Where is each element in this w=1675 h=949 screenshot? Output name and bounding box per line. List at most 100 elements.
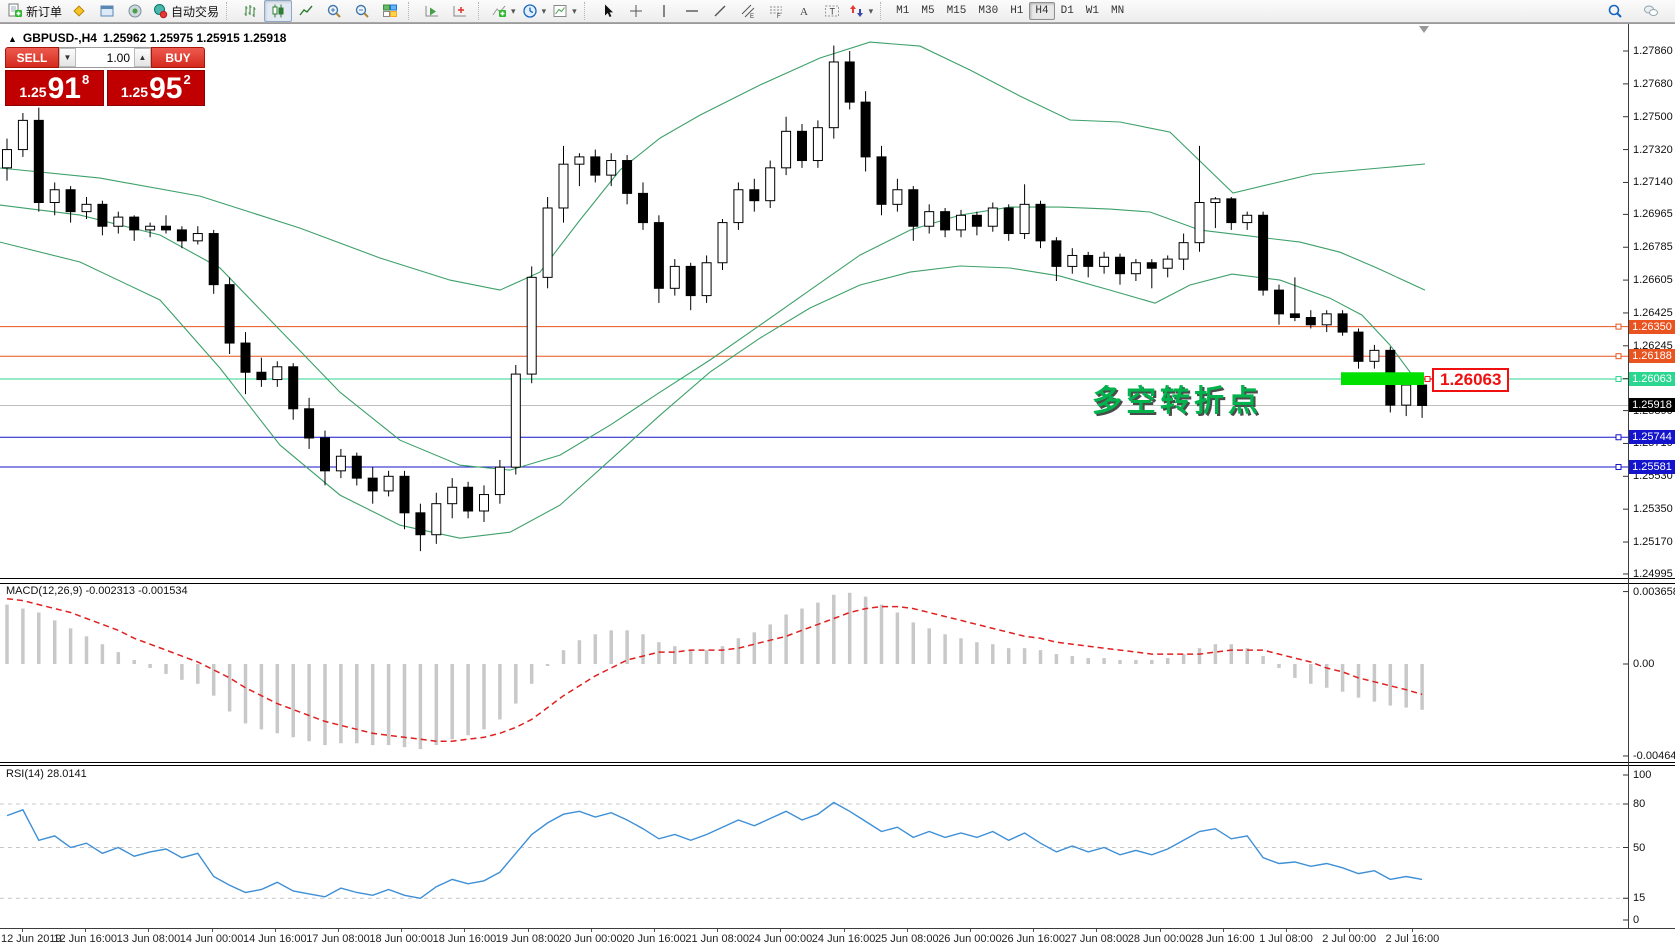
rsi-indicator-panel[interactable]: [0, 766, 1628, 928]
time-tick-label: 26 Jun 16:00: [1001, 933, 1065, 945]
price-tick-label: 15: [1633, 892, 1646, 905]
buy-price-big: 95: [149, 72, 183, 105]
chart-profiles-button[interactable]: [65, 0, 93, 22]
bars-chart-button[interactable]: [236, 0, 264, 22]
time-tick: [338, 929, 339, 932]
arrows-button[interactable]: ▾: [846, 0, 877, 22]
time-tick-label: 18 Jun 00:00: [369, 933, 433, 945]
timeframe-h1-button[interactable]: H1: [1010, 5, 1024, 17]
toolbar-right-icons: [1601, 0, 1675, 22]
time-tick-label: 13 Jun 08:00: [116, 933, 181, 945]
volume-decrease-button[interactable]: ▼: [59, 48, 76, 67]
navigator-button[interactable]: [121, 0, 149, 22]
svg-text:A: A: [800, 6, 808, 18]
candlestick-chart-button[interactable]: [264, 0, 293, 22]
annotation-text[interactable]: 多空转折点: [1092, 385, 1262, 418]
candlestick-chart-icon: [272, 4, 284, 18]
time-tick-label: 20 Jun 16:00: [622, 933, 686, 945]
macd-label: MACD(12,26,9) -0.002313 -0.001534: [6, 585, 188, 597]
time-tick: [654, 929, 655, 932]
chat-button[interactable]: [1637, 0, 1665, 22]
templates-icon: [553, 5, 567, 17]
equidistant-channel-button[interactable]: E: [734, 0, 762, 22]
zoom-in-button[interactable]: [320, 0, 348, 22]
price-tick-label: 1.27860: [1633, 45, 1673, 57]
timeframe-mn-button[interactable]: MN: [1111, 5, 1125, 17]
crosshair-button[interactable]: [622, 0, 650, 22]
main-price-chart[interactable]: [0, 24, 1628, 578]
time-tick-label: 21 Jun 08:00: [685, 933, 749, 945]
periods-button[interactable]: ▾: [519, 0, 550, 22]
templates-button[interactable]: ▾: [549, 0, 580, 22]
new-order-icon: [8, 3, 22, 17]
rsi-label: RSI(14) 28.0141: [6, 768, 87, 780]
volume-input[interactable]: [76, 48, 134, 67]
chevron-down-icon: ▾: [868, 5, 874, 16]
time-tick: [148, 929, 150, 932]
price-line-label: 1.25744: [1629, 430, 1675, 445]
text-label-button[interactable]: T: [818, 0, 846, 22]
text-label-icon: T: [824, 5, 839, 17]
text-button[interactable]: A: [790, 0, 818, 22]
time-tick: [1349, 929, 1351, 932]
cursor-button[interactable]: [594, 0, 622, 22]
price-tick-label: 50: [1633, 841, 1646, 854]
indicators-button[interactable]: ▾: [488, 0, 519, 22]
timeframe-w1-button[interactable]: W1: [1085, 5, 1099, 17]
tile-windows-icon: [383, 4, 398, 17]
panel-divider-main-macd[interactable]: [0, 578, 1675, 584]
search-button[interactable]: [1601, 0, 1629, 22]
price-tick-label: 1.27140: [1633, 176, 1673, 189]
horizontal-line-icon: [685, 10, 698, 12]
toolbar-separator: [478, 2, 484, 20]
vertical-line-button[interactable]: [650, 0, 678, 22]
timeframe-m15-button[interactable]: M15: [946, 5, 967, 17]
chart-shift-button[interactable]: [446, 0, 474, 22]
annotation-price-label[interactable]: 1.26063: [1432, 368, 1510, 392]
price-axis[interactable]: 1.27860 1.27680 1.27500 1.27320 1.27140 1.269…: [1629, 24, 1675, 929]
autotrading-button[interactable]: 自动交易: [149, 0, 222, 22]
chevron-down-icon: ▾: [511, 5, 516, 16]
fibonacci-button[interactable]: F: [762, 0, 790, 22]
scroll-to-end-icon: [425, 6, 439, 17]
cursor-icon: [604, 4, 613, 17]
chart-symbol-period: GBPUSD-,H4: [22, 31, 97, 45]
macd-indicator-panel[interactable]: [0, 584, 1628, 762]
horizontal-line-button[interactable]: [678, 0, 706, 22]
price-tick-label: 1.26965: [1633, 208, 1673, 221]
one-click-collapse-icon[interactable]: ▲: [8, 34, 17, 44]
tile-windows-button[interactable]: [376, 0, 404, 22]
market-watch-button[interactable]: [93, 0, 121, 22]
time-tick: [464, 929, 466, 932]
scroll-to-end-button[interactable]: [418, 0, 446, 22]
price-tick-label: 100: [1633, 769, 1652, 781]
timeframe-m1-button[interactable]: M1: [896, 5, 910, 17]
zoom-out-icon: [355, 4, 369, 18]
time-tick-label: 27 Jun 08:00: [1064, 933, 1129, 945]
chevron-down-icon: ▾: [572, 5, 577, 16]
timeframe-m30-button[interactable]: M30: [978, 5, 999, 17]
new-order-button[interactable]: 新订单: [4, 0, 65, 22]
time-axis[interactable]: 12 Jun 2019 12 Jun 16:00 13 Jun 08:00 14 Ju…: [0, 929, 1675, 949]
sell-button[interactable]: SELL: [5, 47, 59, 68]
time-tick: [906, 929, 908, 932]
zoom-out-button[interactable]: [348, 0, 376, 22]
navigator-icon: [128, 4, 142, 18]
autotrading-label: 自动交易: [171, 4, 220, 19]
timeframe-h4-button[interactable]: H4: [1029, 2, 1055, 20]
timeframe-d1-button[interactable]: D1: [1060, 5, 1074, 17]
line-chart-button[interactable]: [292, 0, 320, 22]
panel-divider-macd-rsi[interactable]: [0, 762, 1675, 766]
buy-button[interactable]: BUY: [151, 47, 205, 68]
trendline-button[interactable]: [706, 0, 734, 22]
line-chart-icon: [299, 5, 313, 16]
time-tick: [590, 929, 592, 932]
price-tick-label: 1.26785: [1633, 241, 1673, 254]
price-tick-label: 0.003658: [1633, 585, 1675, 598]
periods-icon: [522, 4, 537, 18]
time-tick: [1033, 929, 1035, 932]
timeframe-m5-button[interactable]: M5: [921, 5, 935, 17]
volume-increase-button[interactable]: ▲: [134, 48, 151, 67]
price-tick-label: 0: [1633, 914, 1640, 926]
